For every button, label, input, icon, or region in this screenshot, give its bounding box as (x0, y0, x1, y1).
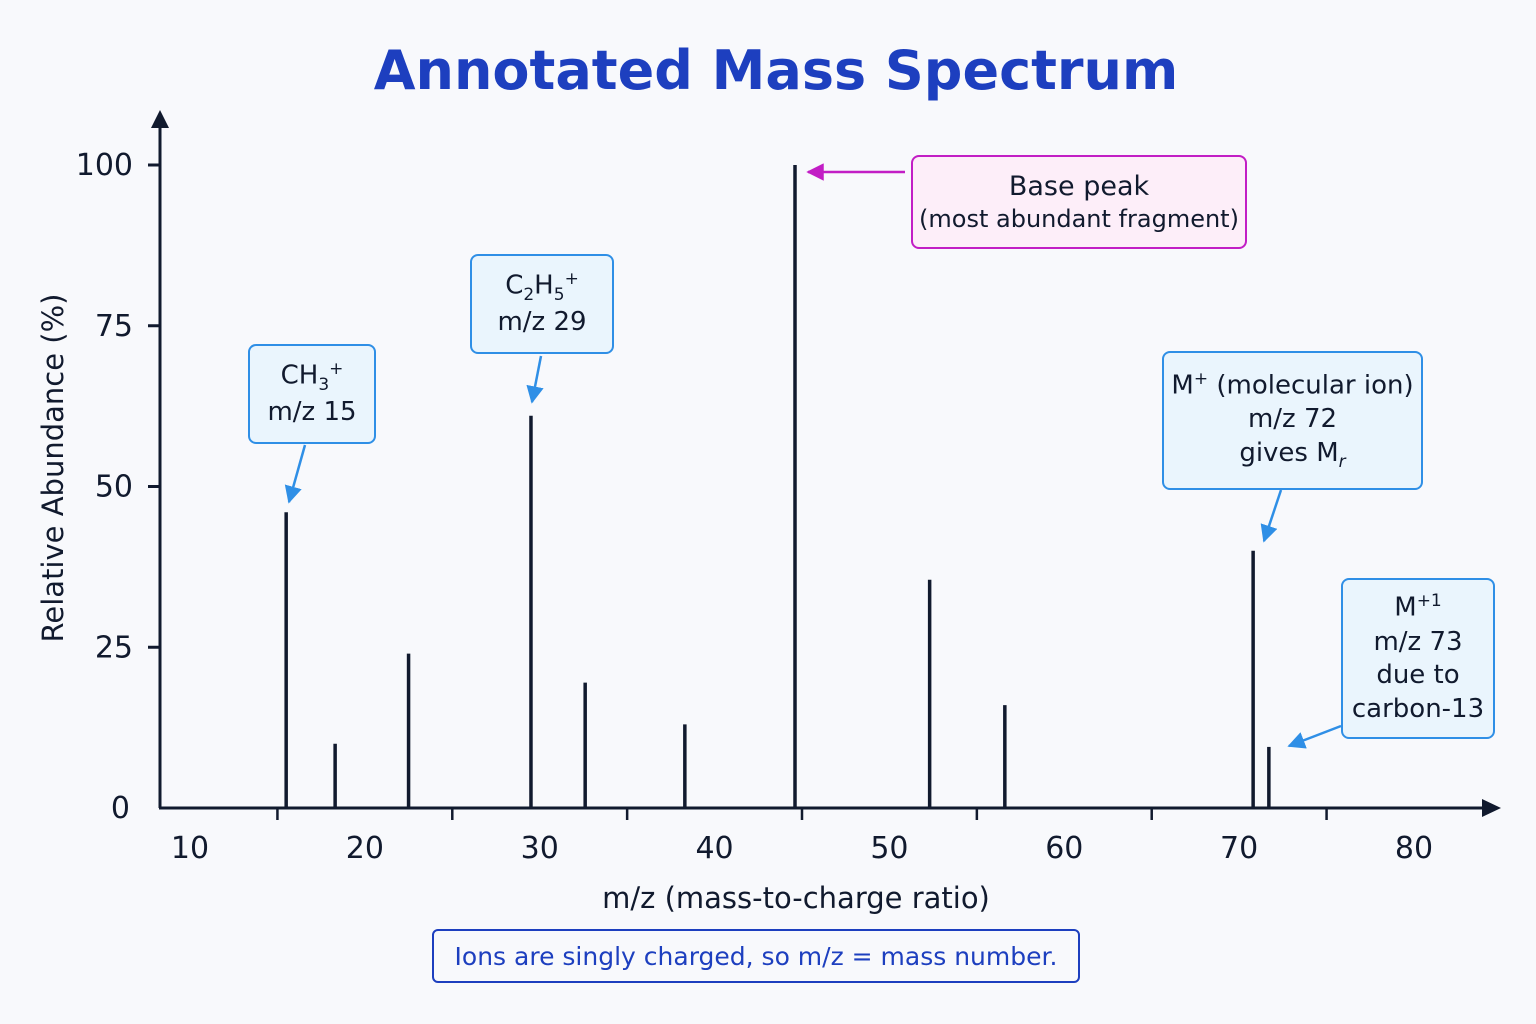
ch3-callout-arrow (284, 444, 307, 504)
y-tick-label: 75 (95, 309, 133, 344)
molecular-ion-callout: M+ (molecular ion) m/z 72 gives Mr (1162, 351, 1423, 490)
x-tick-label: 10 (171, 831, 209, 866)
c2h5-callout-arrow (526, 355, 544, 404)
y-tick-label: 0 (111, 791, 130, 826)
x-tick-label: 30 (521, 831, 559, 866)
molecular-ion-title: M+ (molecular ion) (1171, 368, 1414, 401)
m1-callout-arrow (1287, 724, 1342, 749)
footnote-text: Ions are singly charged, so m/z = mass n… (454, 941, 1058, 971)
base-peak-callout: Base peak (most abundant fragment) (911, 155, 1247, 249)
x-tick-label: 80 (1395, 831, 1433, 866)
m1-line4: carbon-13 (1351, 694, 1485, 725)
base-peak-title: Base peak (1008, 170, 1150, 202)
base-peak-subtitle: (most abundant fragment) (919, 204, 1239, 233)
x-tick-label: 20 (346, 831, 384, 866)
m1-line3: due to (1376, 660, 1460, 691)
x-ticks: 10 20 30 40 50 60 70 80 (171, 808, 1433, 866)
x-axis-label: m/z (mass-to-charge ratio) (602, 881, 990, 915)
ch3-callout: CH3+ m/z 15 (248, 344, 376, 444)
m1-callout: M+1 m/z 73 due to carbon-13 (1341, 578, 1495, 739)
peaks (284, 165, 1271, 808)
molecular-ion-gives: gives Mr (1239, 437, 1346, 473)
x-tick-label: 60 (1045, 831, 1083, 866)
y-axis-arrowhead (151, 110, 169, 128)
x-tick-label: 40 (695, 831, 733, 866)
y-axis-label: Relative Abundance (%) (36, 294, 70, 643)
m1-mz: m/z 73 (1373, 626, 1463, 657)
y-tick-label: 100 (76, 148, 133, 183)
c2h5-mz: m/z 29 (497, 307, 587, 338)
y-tick-label: 50 (95, 470, 133, 505)
ch3-mz: m/z 15 (267, 397, 357, 428)
molecular-ion-mz: m/z 72 (1247, 404, 1338, 435)
c2h5-callout: C2H5+ m/z 29 (470, 254, 614, 354)
c2h5-formula: C2H5+ (505, 269, 579, 305)
m1-title: M+1 (1394, 591, 1442, 623)
ch3-formula: CH3+ (280, 359, 344, 395)
y-ticks: 0 25 50 75 100 (76, 148, 160, 826)
chart-title: Annotated Mass Spectrum (374, 39, 1179, 102)
y-tick-label: 25 (95, 630, 133, 665)
footnote-box: Ions are singly charged, so m/z = mass n… (432, 929, 1080, 983)
x-tick-label: 50 (870, 831, 908, 866)
molecular-ion-callout-arrow (1260, 489, 1283, 543)
x-axis-arrowhead (1482, 799, 1501, 817)
x-tick-label: 70 (1220, 831, 1258, 866)
